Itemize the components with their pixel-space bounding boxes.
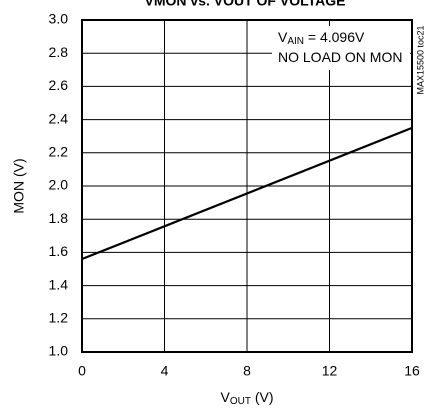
- x-tick-label: 8: [243, 363, 251, 379]
- plot-frame: [81, 19, 413, 353]
- y-tick-label: 2.8: [49, 44, 69, 60]
- y-tick-label: 1.2: [49, 310, 69, 326]
- annotation-rest: = 4.096V: [304, 29, 365, 45]
- y-tick-label: 1.8: [49, 210, 69, 226]
- x-tick-label: 16: [404, 363, 420, 379]
- annotation: VAIN = 4.096V: [278, 29, 365, 47]
- y-tick-label: 2.2: [49, 144, 69, 160]
- y-axis-label: MON (V): [11, 158, 27, 213]
- annotation: NO LOAD ON MON: [278, 49, 402, 65]
- annotation-main: V: [278, 29, 288, 45]
- y-tick-label: 1.6: [49, 243, 69, 259]
- side-note: MAX15500 toc21: [415, 25, 425, 94]
- y-tick-label: 2.0: [49, 177, 69, 193]
- chart-title: VMON vs. VOUT OF VOLTAGE: [145, 0, 346, 9]
- x-axis-label: VOUT (V): [220, 389, 273, 407]
- data-line: [81, 126, 413, 261]
- y-tick-label: 2.4: [49, 110, 69, 126]
- annotation-sub: AIN: [287, 36, 304, 47]
- annotation-background: [272, 26, 410, 70]
- x-tick-label: 12: [322, 363, 338, 379]
- x-label-rest: (V): [251, 389, 274, 405]
- x-tick-label: 4: [161, 363, 169, 379]
- y-tick-label: 2.6: [49, 77, 69, 93]
- y-tick-label: 3.0: [49, 11, 69, 27]
- annotation-main: NO LOAD ON MON: [278, 49, 402, 65]
- x-label-main: V: [220, 389, 230, 405]
- x-tick-label: 0: [78, 363, 86, 379]
- x-label-sub: OUT: [230, 396, 251, 407]
- y-tick-label: 1.4: [49, 276, 69, 292]
- y-tick-label: 1.0: [49, 343, 69, 359]
